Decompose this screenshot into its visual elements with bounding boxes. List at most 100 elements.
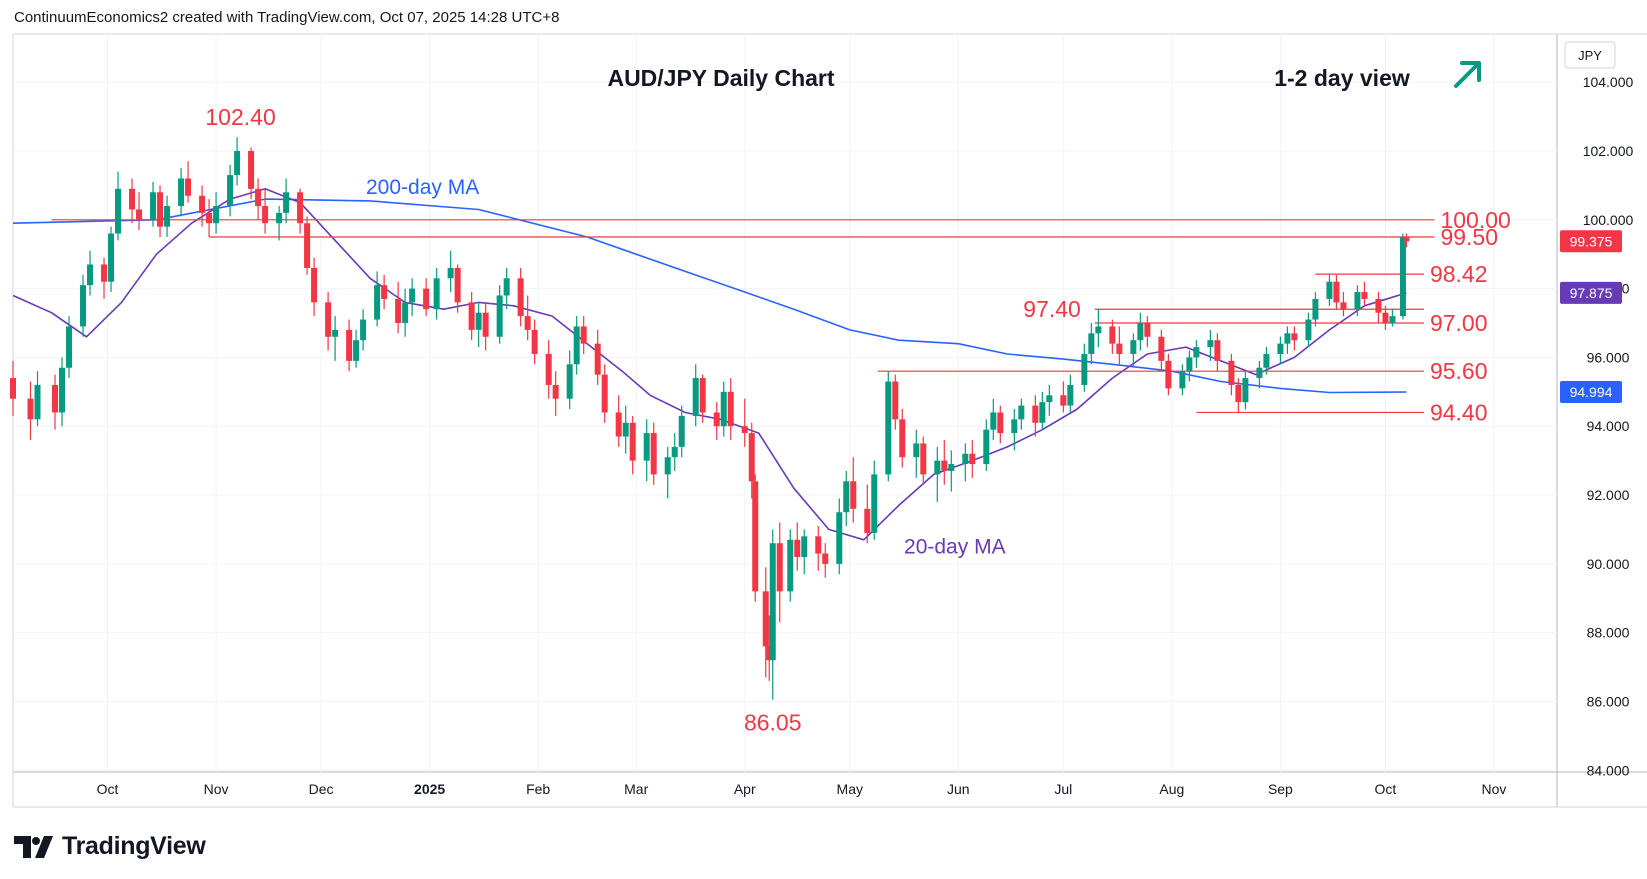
candle <box>468 292 475 341</box>
candle <box>346 319 353 372</box>
candle-body <box>1312 298 1319 320</box>
price-tick-label: 88.000 <box>1587 625 1630 641</box>
candle-body <box>255 188 262 207</box>
candle <box>934 446 941 502</box>
candle-body <box>27 398 34 420</box>
price-badge: 94.994 <box>1560 381 1622 404</box>
view-label: 1-2 day view <box>1274 65 1410 91</box>
level-label: 97.40 <box>1023 296 1081 322</box>
candle <box>899 409 906 468</box>
ma-200-line <box>12 198 1407 394</box>
candle-body <box>1067 384 1074 406</box>
time-tick-label: Oct <box>97 781 119 797</box>
candle <box>297 188 304 234</box>
candle-body <box>566 364 573 399</box>
candle-body <box>129 188 136 210</box>
candle <box>787 529 794 602</box>
candle-body <box>801 536 808 557</box>
candle <box>580 316 587 354</box>
candle <box>752 474 759 602</box>
candle-body <box>346 329 353 361</box>
candle <box>34 371 41 427</box>
candle <box>115 171 122 241</box>
candle <box>643 419 650 482</box>
candle-body <box>1263 353 1270 368</box>
candle-body <box>787 539 794 592</box>
currency-box[interactable] <box>1564 41 1616 69</box>
tradingview-brand: TradingView <box>62 832 206 860</box>
candle <box>892 374 899 430</box>
candle <box>990 398 997 440</box>
level-label: 97.00 <box>1430 310 1488 336</box>
candle <box>727 378 734 440</box>
candle <box>1095 309 1102 348</box>
candle-body <box>115 188 122 234</box>
candle-body <box>503 278 510 296</box>
candle-body <box>934 460 941 475</box>
candle <box>983 419 990 471</box>
candle-body <box>1277 343 1284 354</box>
candle-body <box>423 288 430 310</box>
candle-body <box>409 288 416 303</box>
arrow-up-right-icon <box>1454 61 1481 88</box>
candle-body <box>713 412 720 427</box>
candle-body <box>948 464 955 471</box>
candle-body <box>913 443 920 458</box>
candle-body <box>87 264 94 286</box>
candle <box>622 405 629 454</box>
candle <box>1326 274 1333 306</box>
candle <box>573 316 580 375</box>
candle-body <box>692 378 699 416</box>
candle-body <box>962 453 969 465</box>
candle <box>206 199 213 237</box>
candle <box>1179 364 1186 396</box>
candle <box>283 178 290 224</box>
candle <box>108 226 115 293</box>
annotation-label: 20-day MA <box>904 536 1006 559</box>
level-label: 98.42 <box>1430 261 1488 287</box>
candle-body <box>1242 378 1249 403</box>
candle-body <box>1137 323 1144 341</box>
candle <box>80 274 87 337</box>
candle <box>769 529 776 700</box>
candle <box>1375 292 1382 324</box>
candle <box>801 529 808 575</box>
candle-body <box>157 192 164 227</box>
time-tick-label: Feb <box>526 781 550 797</box>
candle-body <box>297 192 304 224</box>
time-tick-label: Mar <box>624 781 648 797</box>
candle-body <box>815 536 822 554</box>
candle-body <box>601 374 608 413</box>
candle-body <box>1186 357 1193 372</box>
candle-body <box>892 381 899 420</box>
candle-body <box>213 206 220 224</box>
candle-body <box>1095 326 1102 334</box>
tradingview-logo[interactable]: TradingView <box>14 832 206 861</box>
level-label: 95.60 <box>1430 358 1488 384</box>
candle <box>713 402 720 440</box>
candle-body <box>185 178 192 196</box>
candle-body <box>871 474 878 533</box>
candle-body <box>1207 340 1214 348</box>
candle-body <box>433 278 440 310</box>
price-tick-label: 96.000 <box>1587 349 1630 365</box>
candle-body <box>66 326 73 368</box>
candle <box>325 292 332 351</box>
candle <box>52 374 59 430</box>
candle-body <box>1256 367 1263 379</box>
candle <box>1137 312 1144 351</box>
candle-body <box>1382 312 1389 324</box>
time-tick-label: Nov <box>204 781 229 797</box>
candle <box>227 164 234 217</box>
candle-body <box>150 192 157 220</box>
candle-body <box>1235 384 1242 403</box>
candle-body <box>482 312 489 337</box>
candle-body <box>374 285 381 320</box>
candle-body <box>699 378 706 413</box>
candle-body <box>920 443 927 475</box>
annotation-label: 86.05 <box>744 710 802 736</box>
candle-body <box>1116 343 1123 354</box>
candle-body <box>381 285 388 299</box>
candle <box>150 181 157 227</box>
